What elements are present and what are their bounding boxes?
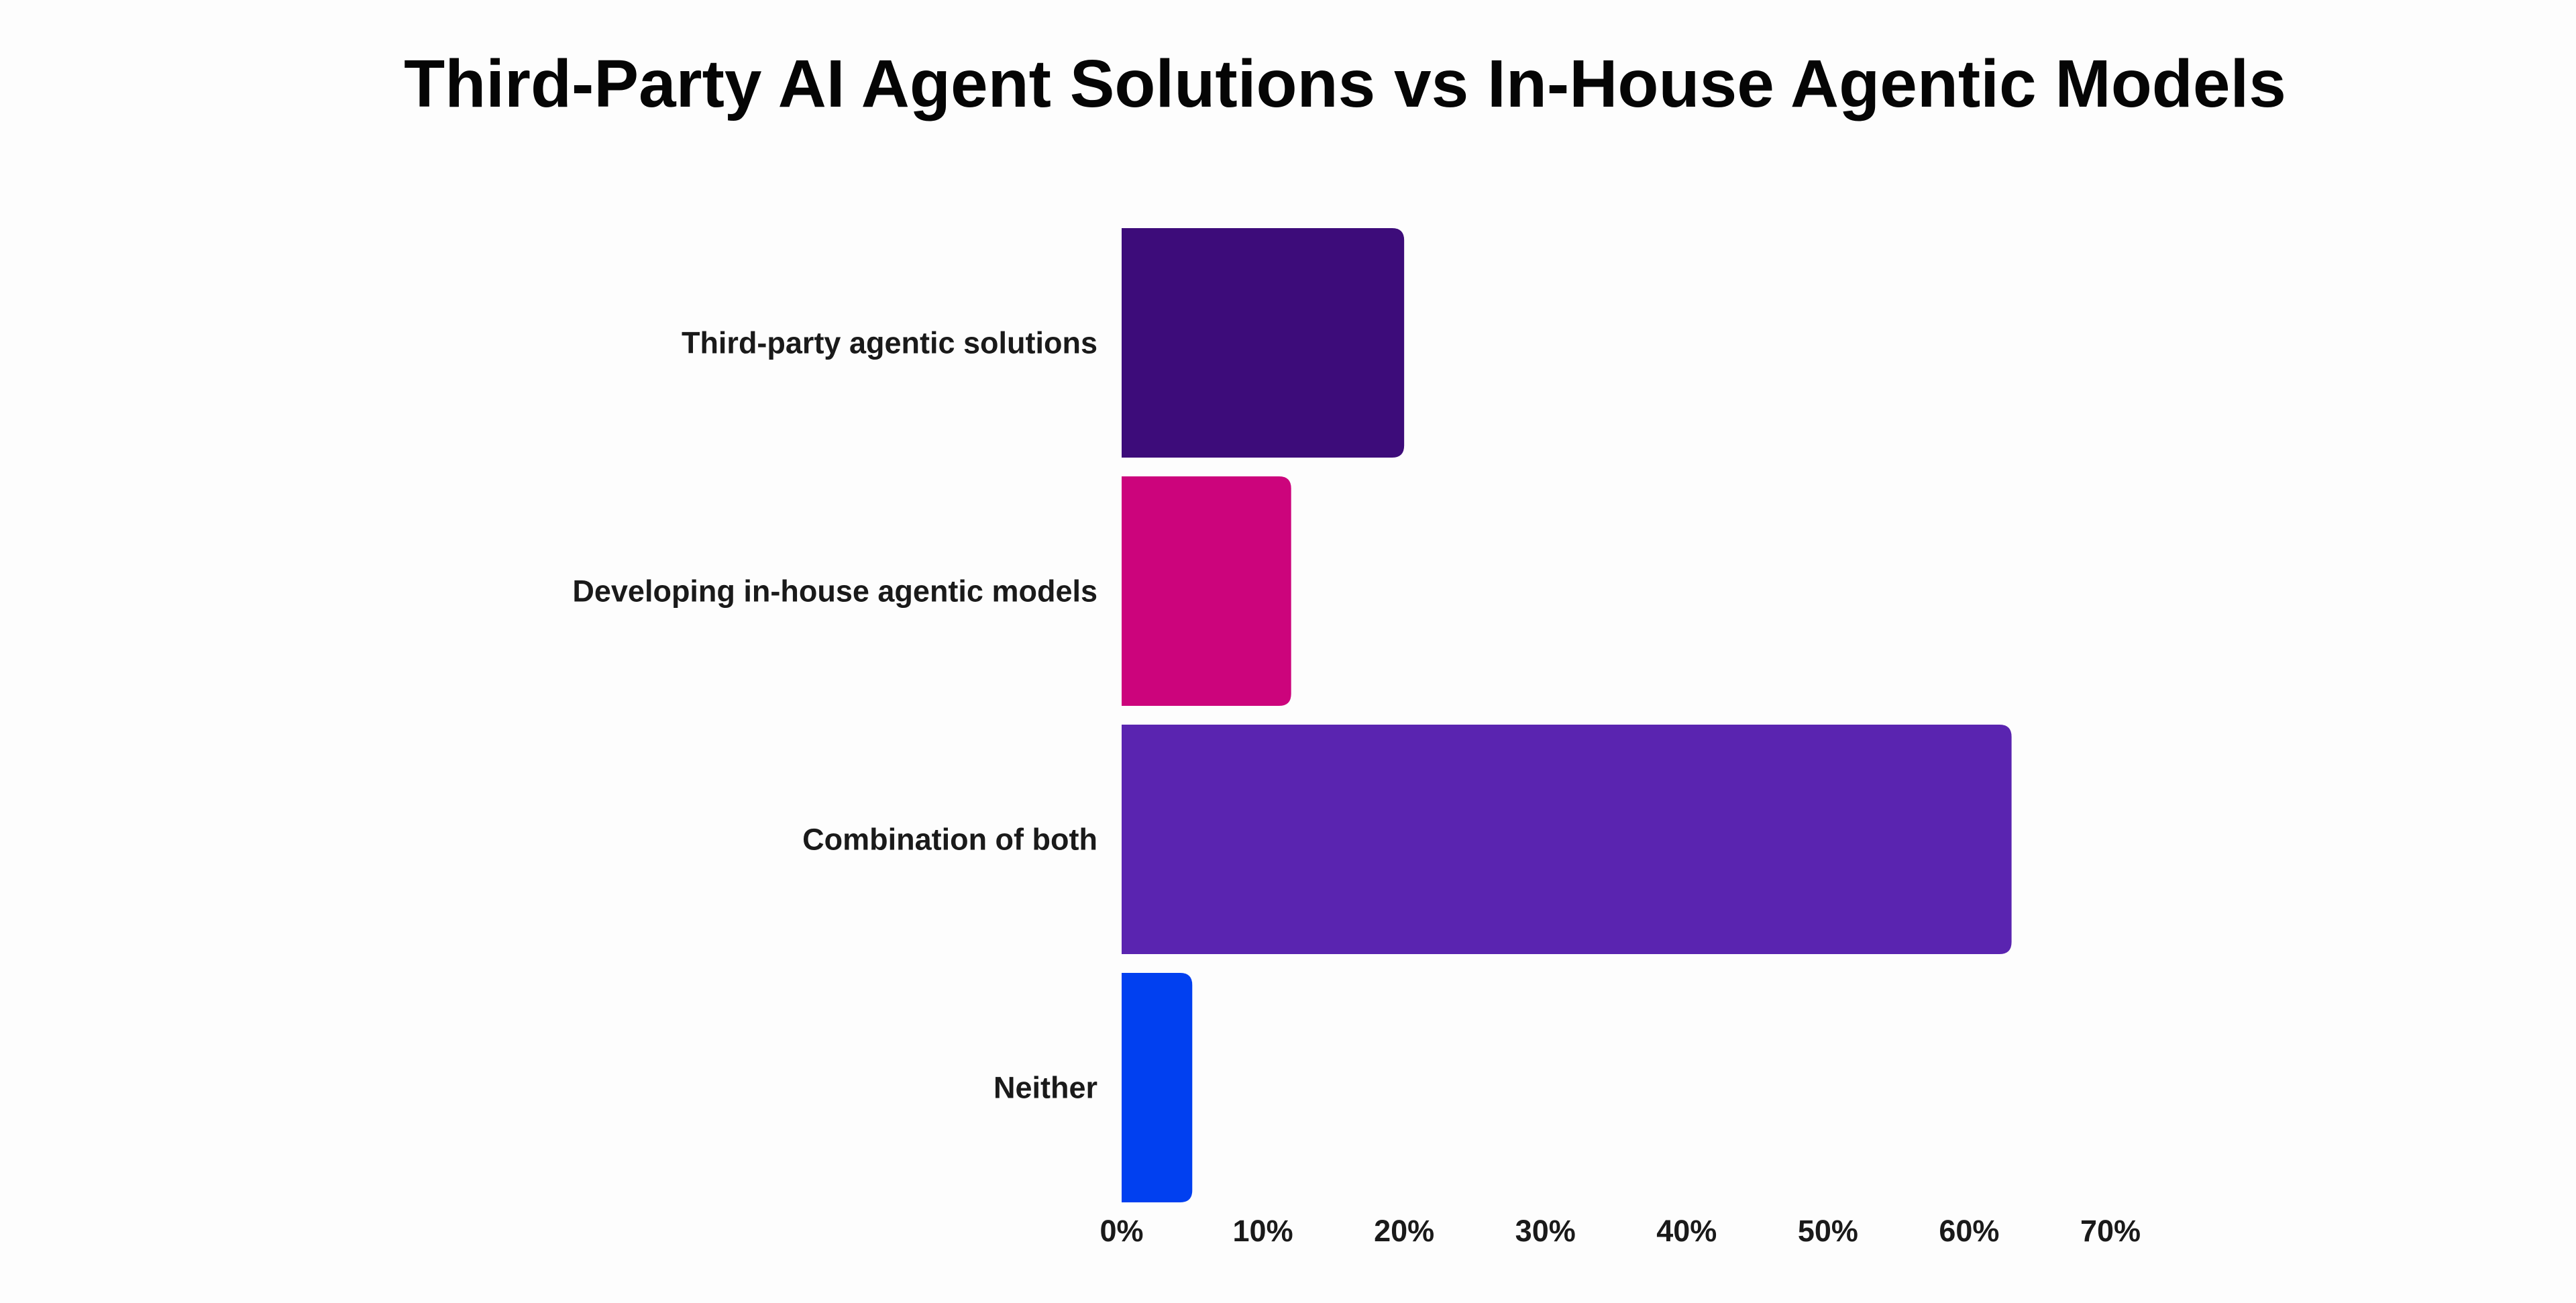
x-tick-label: 40%: [1656, 1214, 1717, 1248]
x-tick-label: 0%: [1099, 1214, 1143, 1248]
category-labels: Third-party agentic solutions Developing …: [572, 326, 1097, 1105]
x-tick-label: 30%: [1515, 1214, 1576, 1248]
x-tick-label: 20%: [1374, 1214, 1434, 1248]
category-label: Developing in-house agentic models: [572, 574, 1097, 609]
bar-developing-in-house-agentic-models: [1122, 476, 1291, 706]
bar-combination-of-both: [1122, 725, 2012, 954]
category-label: Neither: [994, 1071, 1097, 1105]
bar-third-party-agentic-solutions: [1122, 228, 1405, 458]
x-tick-label: 50%: [1798, 1214, 1858, 1248]
x-axis-ticks: 0% 10% 20% 30% 40% 50% 60% 70%: [1099, 1214, 2141, 1248]
category-label: Third-party agentic solutions: [682, 326, 1097, 360]
category-label: Combination of both: [802, 823, 1097, 857]
x-tick-label: 60%: [1939, 1214, 1999, 1248]
bar-neither: [1122, 973, 1193, 1202]
x-tick-label: 10%: [1233, 1214, 1293, 1248]
x-tick-label: 70%: [2080, 1214, 2141, 1248]
chart-title: Third-Party AI Agent Solutions vs In-Hou…: [404, 46, 2286, 121]
bars-layer: [1122, 228, 2012, 1202]
